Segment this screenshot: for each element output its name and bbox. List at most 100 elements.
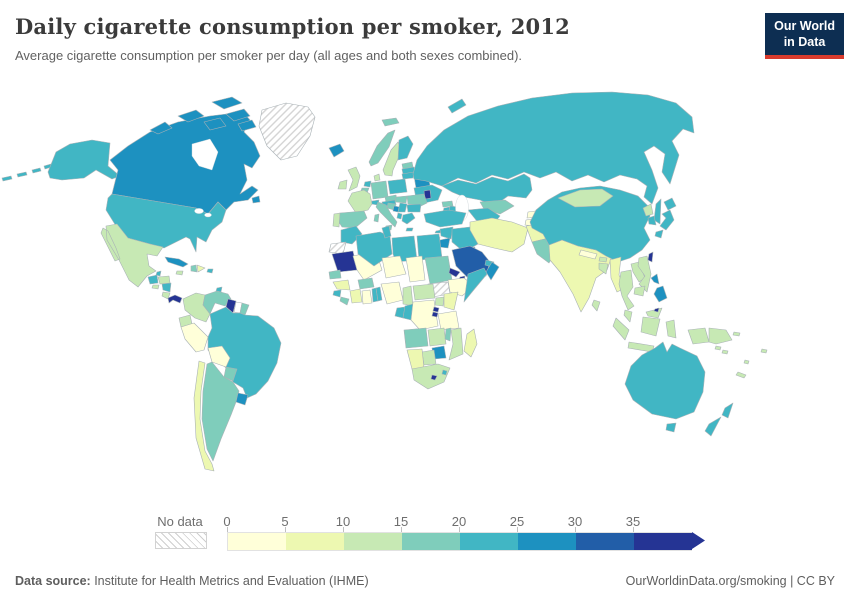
- country-iran[interactable]: [469, 217, 529, 253]
- country-romania[interactable]: [406, 193, 428, 207]
- country-solomon-islands[interactable]: [714, 345, 729, 355]
- country-denmark[interactable]: [373, 173, 381, 182]
- country-madagascar[interactable]: [463, 328, 478, 358]
- country-mexico[interactable]: [100, 223, 164, 288]
- country-eswatini[interactable]: [441, 369, 448, 376]
- country-burkina-faso[interactable]: [357, 277, 375, 290]
- no-data-swatch[interactable]: [155, 532, 207, 549]
- legend-bin-3[interactable]: [402, 532, 460, 551]
- country-turkey[interactable]: [423, 209, 467, 228]
- country-germany[interactable]: [370, 180, 389, 200]
- country-australia[interactable]: [624, 341, 706, 433]
- country-senegal[interactable]: [328, 269, 342, 280]
- legend-bin-1[interactable]: [286, 532, 344, 551]
- country-portugal[interactable]: [332, 212, 341, 228]
- country-serbia[interactable]: [397, 202, 408, 213]
- country-paraguay[interactable]: [223, 366, 238, 382]
- country-uruguay[interactable]: [235, 392, 249, 406]
- country-bangladesh[interactable]: [598, 262, 609, 275]
- country-thailand[interactable]: [618, 269, 635, 311]
- country-guinea[interactable]: [332, 279, 351, 291]
- legend-bin-2[interactable]: [344, 532, 402, 551]
- country-south-korea[interactable]: [647, 215, 657, 226]
- country-brazil[interactable]: [207, 306, 282, 399]
- country-tunisia[interactable]: [381, 225, 392, 239]
- country-french-guiana[interactable]: [239, 302, 250, 316]
- country-alaska[interactable]: [47, 139, 121, 181]
- country-oman[interactable]: [485, 261, 500, 281]
- country-finland[interactable]: [397, 135, 414, 161]
- country-vanuatu[interactable]: [743, 359, 750, 365]
- country-us-aleutians[interactable]: [1, 163, 53, 182]
- legend-bin-5[interactable]: [518, 532, 576, 551]
- country-united-kingdom[interactable]: [347, 166, 361, 192]
- country-panama[interactable]: [167, 294, 183, 304]
- country-uzbekistan[interactable]: [479, 199, 515, 215]
- legend-bin-7[interactable]: [634, 532, 692, 551]
- country-norway[interactable]: [368, 117, 400, 167]
- country-new-zealand[interactable]: [704, 402, 734, 437]
- country-lithuania[interactable]: [401, 171, 415, 180]
- owid-link[interactable]: OurWorldinData.org/smoking | CC BY: [625, 574, 835, 588]
- country-fiji[interactable]: [760, 348, 768, 354]
- country-greece[interactable]: [401, 212, 416, 232]
- country-cameroon[interactable]: [402, 285, 414, 307]
- country-haiti[interactable]: [190, 264, 198, 273]
- country-bulgaria[interactable]: [406, 203, 422, 213]
- country-italy[interactable]: [373, 201, 398, 231]
- country-nicaragua[interactable]: [161, 282, 172, 293]
- country-north-korea[interactable]: [642, 203, 654, 217]
- country-chad[interactable]: [405, 255, 426, 283]
- country-russia[interactable]: [412, 91, 695, 225]
- country-argentina[interactable]: [201, 361, 240, 462]
- country-zambia[interactable]: [427, 327, 447, 347]
- country-kazakhstan[interactable]: [441, 173, 533, 207]
- legend-bin-0[interactable]: [227, 532, 286, 551]
- country-rwanda[interactable]: [432, 306, 440, 313]
- country-taiwan[interactable]: [647, 251, 654, 263]
- country-cuba[interactable]: [164, 256, 189, 268]
- country-angola[interactable]: [403, 327, 429, 349]
- country-ghana[interactable]: [361, 289, 373, 305]
- country-japan[interactable]: [654, 197, 677, 239]
- country-new-caledonia[interactable]: [735, 371, 747, 379]
- country-papua-new-guinea[interactable]: [708, 327, 741, 345]
- country-honduras[interactable]: [157, 275, 171, 285]
- country-uganda[interactable]: [434, 296, 445, 307]
- country-jamaica[interactable]: [175, 270, 184, 276]
- country-botswana[interactable]: [421, 349, 437, 366]
- owid-logo[interactable]: Our World in Data: [765, 13, 844, 60]
- country-malawi[interactable]: [444, 327, 452, 342]
- country-sierra-leone[interactable]: [332, 289, 342, 298]
- country-greenland[interactable]: [258, 102, 316, 161]
- country-niger[interactable]: [381, 255, 407, 279]
- country-nepal[interactable]: [578, 249, 598, 260]
- country-peru[interactable]: [180, 322, 209, 353]
- country-ireland[interactable]: [337, 179, 348, 190]
- country-benin[interactable]: [375, 286, 383, 302]
- country-nigeria[interactable]: [380, 281, 404, 305]
- country-liberia[interactable]: [339, 296, 350, 306]
- country-dominican-republic[interactable]: [196, 264, 206, 273]
- country-canada-arctic-islands[interactable]: [149, 96, 261, 204]
- country-cote-divoire[interactable]: [349, 288, 363, 304]
- legend-bin-4[interactable]: [460, 532, 518, 551]
- country-bolivia[interactable]: [207, 345, 231, 368]
- country-mauritania[interactable]: [331, 250, 358, 273]
- country-albania[interactable]: [396, 212, 403, 220]
- country-guatemala[interactable]: [147, 274, 159, 285]
- country-algeria[interactable]: [355, 231, 393, 267]
- country-hungary[interactable]: [394, 195, 408, 204]
- country-somalia[interactable]: [463, 267, 488, 303]
- country-belize[interactable]: [155, 270, 162, 277]
- country-netherlands[interactable]: [363, 180, 372, 188]
- country-poland[interactable]: [387, 178, 408, 195]
- country-south-africa[interactable]: [411, 363, 451, 390]
- country-el-salvador[interactable]: [151, 284, 160, 290]
- country-drc[interactable]: [410, 299, 439, 331]
- country-eritrea[interactable]: [448, 267, 461, 278]
- country-syria[interactable]: [439, 226, 454, 240]
- country-car[interactable]: [412, 283, 436, 301]
- country-iceland[interactable]: [328, 143, 345, 158]
- country-spain[interactable]: [336, 210, 368, 229]
